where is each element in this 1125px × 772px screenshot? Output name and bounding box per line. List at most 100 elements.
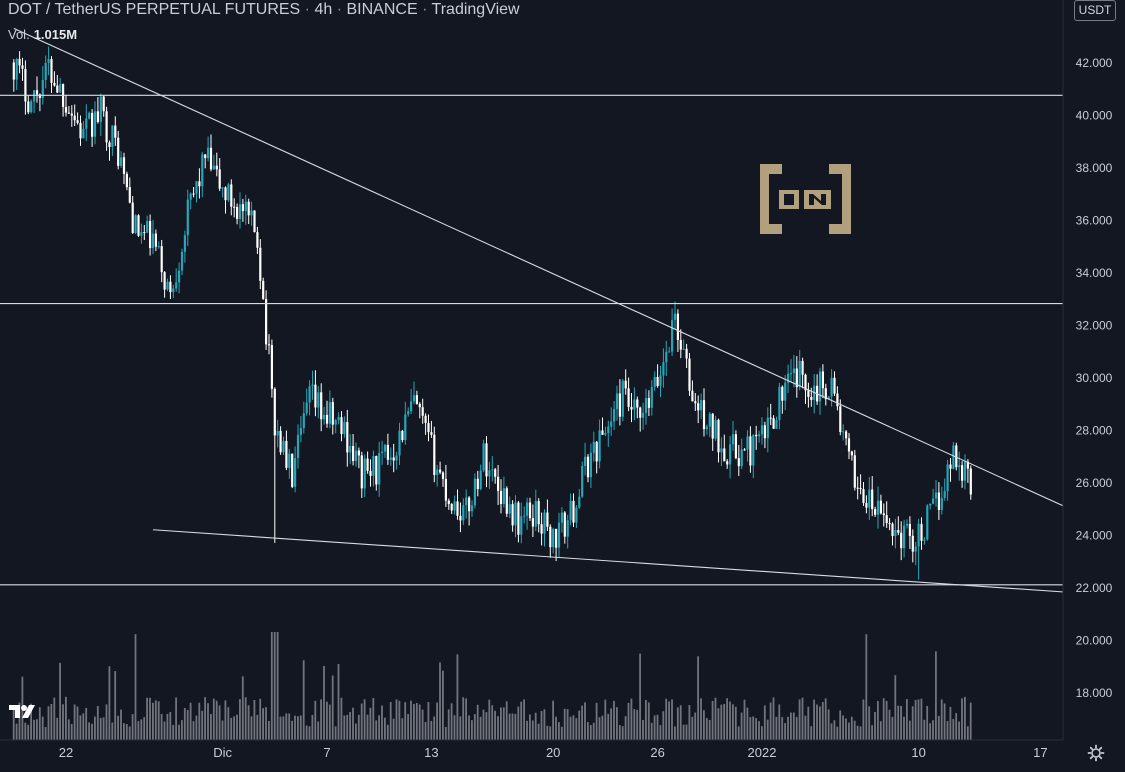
candle-body [903, 525, 906, 549]
candle-body [508, 504, 511, 514]
candle-body [578, 496, 581, 508]
candle-body [175, 282, 178, 289]
time-tick-label: 22 [59, 745, 73, 760]
volume-bar [766, 719, 769, 740]
candle-body [850, 451, 853, 456]
tradingview-logo-icon[interactable] [8, 703, 38, 721]
candle-body [502, 488, 505, 504]
settings-gear-icon[interactable] [1087, 744, 1105, 762]
candle-body [85, 118, 88, 129]
volume-bar [755, 718, 757, 740]
candle-body [395, 455, 398, 461]
volume-bars [12, 632, 972, 740]
volume-bar [761, 726, 763, 740]
volume-bar [732, 704, 734, 740]
candle-body [470, 505, 474, 512]
candle-body [894, 529, 897, 537]
candle-body [572, 500, 575, 523]
price-axis[interactable]: 42.000 40.000 38.000 36.000 34.000 32.000 30.0… [1062, 0, 1125, 740]
volume-bar [418, 704, 421, 740]
candle-body [682, 348, 685, 350]
volume-bar [314, 700, 317, 740]
candle-body [253, 210, 256, 233]
volume-bar [285, 713, 288, 740]
time-axis[interactable]: 22Dic71320262022101724 [0, 739, 1125, 760]
volume-bar [41, 716, 44, 740]
trendlines[interactable] [13, 27, 1111, 594]
volume-bar [558, 722, 560, 740]
volume-bar [613, 700, 615, 740]
candle-body [53, 82, 56, 86]
candle-body [102, 96, 105, 112]
candle-body [810, 396, 813, 400]
volume-bar [517, 706, 520, 740]
volume-bar [650, 722, 653, 740]
currency-badge[interactable]: USDT [1074, 0, 1116, 21]
volume-bar [471, 720, 473, 740]
price-tick-label: 32.000 [1076, 319, 1113, 333]
volume-bar [30, 703, 32, 740]
volume-bar [15, 723, 18, 740]
volume-bar [427, 702, 430, 740]
candle-body [531, 518, 534, 527]
volume-bar [337, 664, 340, 740]
volume-bar [375, 720, 378, 740]
candle-body [642, 412, 645, 418]
candle-body [357, 450, 360, 456]
candle-body [639, 407, 642, 418]
candle-body [949, 464, 952, 469]
volume-bar [964, 696, 966, 740]
volume-bar [265, 707, 267, 740]
volume-bar [424, 721, 427, 740]
candle-body [24, 68, 27, 102]
candle-body [560, 512, 563, 523]
volume-bar [360, 703, 363, 740]
volume-bar [204, 697, 206, 740]
candle-body [897, 529, 900, 533]
candle-body [839, 406, 842, 432]
candle-body [526, 502, 529, 516]
volume-bar [868, 706, 871, 740]
candle-body [613, 409, 616, 422]
volume-bar [326, 701, 328, 740]
volume-bar [842, 715, 844, 740]
candle-body [108, 142, 111, 148]
volume-bar [914, 699, 917, 740]
volume-bar [415, 703, 418, 740]
candle-body [450, 504, 453, 511]
volume-bar [662, 711, 665, 740]
candle-body [731, 434, 735, 445]
candle-body [273, 388, 276, 436]
candle-body [737, 458, 740, 467]
candle-body [430, 432, 433, 435]
candle-body [752, 434, 755, 466]
volume-bar [946, 721, 949, 740]
volume-bar [114, 671, 117, 740]
candle-body [723, 448, 726, 462]
volume-bar [969, 702, 972, 740]
volume-bar [355, 723, 357, 740]
trendline [152, 529, 1076, 594]
candle-body [88, 112, 91, 119]
volume-bar [604, 699, 607, 740]
candle-body [120, 157, 123, 166]
volume-bar [900, 705, 902, 740]
volume-bar [212, 698, 215, 740]
volume-bar [53, 697, 56, 740]
candle-body [366, 458, 369, 471]
candle-body [311, 384, 314, 387]
volume-bar [778, 704, 781, 740]
candle-body [505, 488, 508, 514]
volume-bar [154, 700, 157, 740]
candle-body [746, 436, 749, 450]
volume-bar [795, 716, 798, 740]
symbol-name[interactable]: DOT / TetherUS PERPETUAL FUTURES [8, 1, 301, 18]
candle-body [943, 491, 946, 498]
candle-body [244, 201, 247, 212]
interval-label[interactable]: 4h [314, 1, 333, 18]
candle-body [827, 396, 830, 400]
volume-bar [961, 698, 963, 740]
candle-body [93, 111, 97, 137]
candle-body [934, 492, 938, 499]
